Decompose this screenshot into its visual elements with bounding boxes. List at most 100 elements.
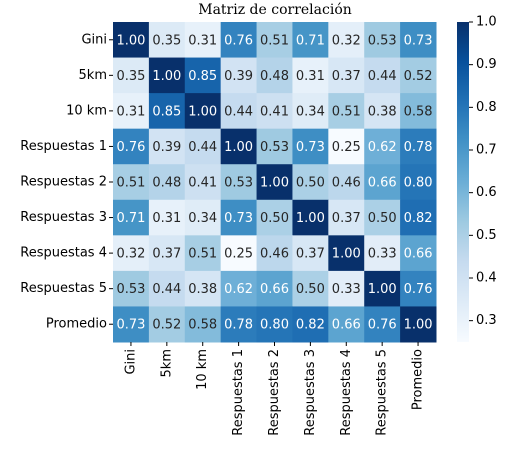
cell [364, 270, 401, 307]
cell [113, 93, 150, 130]
cell [184, 22, 222, 59]
cell-label: 0.35 [152, 33, 181, 48]
cell-label: 0.38 [368, 104, 397, 119]
cell-label: 0.82 [296, 318, 325, 333]
cell-label: 0.73 [404, 33, 433, 48]
cell [292, 235, 329, 272]
cell-label: 0.46 [332, 176, 361, 191]
cell [328, 93, 365, 130]
cell [256, 270, 293, 307]
colorbar-tick-label: 0.9 [476, 57, 497, 72]
cell-label: 0.51 [188, 247, 217, 262]
cell [256, 93, 293, 130]
cell [256, 306, 293, 343]
cell-label: 0.48 [260, 69, 289, 84]
cell [148, 270, 186, 307]
cell-label: 0.62 [368, 140, 397, 155]
cell [184, 57, 222, 94]
cell [113, 128, 150, 165]
cell-label: 0.44 [188, 140, 217, 155]
cell-label: 0.76 [116, 140, 145, 155]
cell-label: 0.53 [116, 282, 145, 297]
cell [400, 22, 437, 59]
y-tick-label: Gini [81, 32, 107, 47]
cell [113, 164, 150, 201]
cell [364, 128, 401, 165]
cell [328, 164, 365, 201]
cell-label: 0.58 [188, 318, 217, 333]
cell [328, 306, 365, 343]
cell [328, 57, 365, 94]
cell-label: 0.37 [152, 247, 181, 262]
cell-label: 0.33 [368, 247, 397, 262]
colorbar-tick-label: 0.4 [476, 271, 497, 286]
cell [292, 57, 329, 94]
cell-label: 1.00 [332, 247, 361, 262]
colorbar-tick-label: 0.7 [476, 143, 497, 158]
cell-label: 0.37 [332, 211, 361, 226]
cell [256, 57, 293, 94]
cell-label: 0.78 [224, 318, 253, 333]
cell-label: 0.71 [116, 211, 145, 226]
cell-label: 0.78 [404, 140, 433, 155]
cell [184, 93, 222, 130]
cell-label: 0.31 [296, 69, 325, 84]
cell [220, 93, 258, 130]
chart-title: Matriz de correlación [198, 2, 352, 18]
cell-label: 0.85 [188, 69, 217, 84]
x-tick-label: Respuestas 2 [267, 349, 282, 436]
cell [256, 128, 293, 165]
cell-label: 1.00 [404, 318, 433, 333]
cell [292, 270, 329, 307]
cell-label: 1.00 [368, 282, 397, 297]
cell [328, 270, 365, 307]
cell [220, 235, 258, 272]
y-tick-label: Respuestas 2 [20, 175, 107, 190]
cell-label: 0.82 [404, 211, 433, 226]
cell [328, 22, 365, 59]
cell-label: 0.44 [368, 69, 397, 84]
cell-label: 0.51 [116, 176, 145, 191]
cell-label: 1.00 [224, 140, 253, 155]
cell [148, 128, 186, 165]
cell [364, 22, 401, 59]
cell [400, 93, 437, 130]
cell [292, 128, 329, 165]
cell [400, 270, 437, 307]
cell-label: 0.34 [296, 104, 325, 119]
cell [400, 199, 437, 236]
cell-label: 0.44 [224, 104, 253, 119]
cell [364, 235, 401, 272]
cell [364, 199, 401, 236]
cell-label: 0.35 [116, 69, 145, 84]
cell [113, 22, 150, 59]
cell-label: 0.73 [224, 211, 253, 226]
cell-label: 0.53 [224, 176, 253, 191]
cell [364, 93, 401, 130]
cell-label: 0.39 [152, 140, 181, 155]
cell [328, 199, 365, 236]
cell [113, 199, 150, 236]
x-tick-label: 10 km [195, 349, 210, 390]
cell-label: 0.25 [224, 247, 253, 262]
cell [220, 57, 258, 94]
cell-label: 0.85 [152, 104, 181, 119]
cell-label: 0.51 [332, 104, 361, 119]
cell-label: 0.66 [260, 282, 289, 297]
cell-label: 0.39 [224, 69, 253, 84]
cell [148, 57, 186, 94]
cell-label: 0.44 [152, 282, 181, 297]
cell [184, 270, 222, 307]
colorbar-tick-label: 1.0 [476, 15, 497, 30]
cell-label: 0.34 [188, 211, 217, 226]
cell-label: 0.66 [404, 247, 433, 262]
cell-label: 0.50 [296, 176, 325, 191]
cell-label: 0.50 [368, 211, 397, 226]
cell-label: 0.76 [404, 282, 433, 297]
cell [184, 199, 222, 236]
cell [148, 164, 186, 201]
cell-label: 1.00 [260, 176, 289, 191]
y-tick-label: Respuestas 3 [20, 210, 107, 225]
cell-label: 0.76 [224, 33, 253, 48]
cell-label: 0.31 [152, 211, 181, 226]
